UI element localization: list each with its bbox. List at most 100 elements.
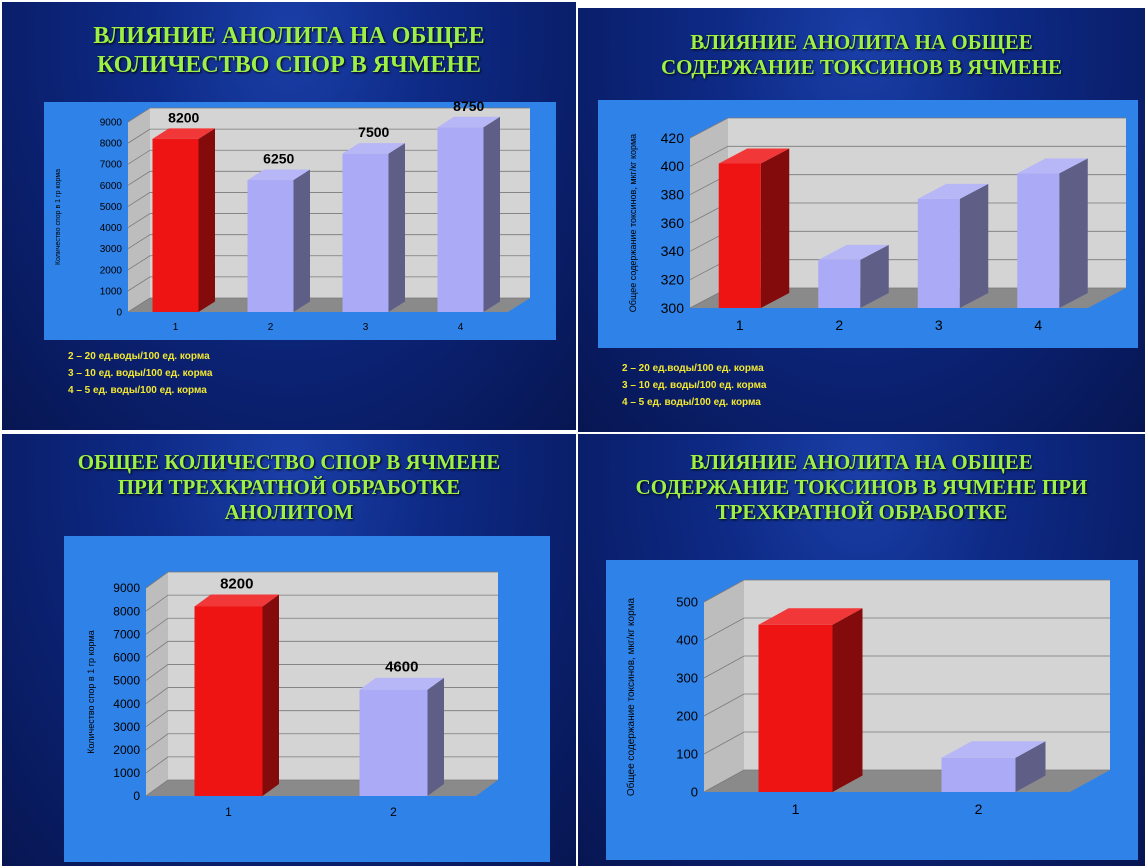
y-tick-label: 4000 (100, 223, 123, 234)
bar-side (388, 143, 405, 312)
y-tick-label: 2000 (100, 265, 123, 276)
gridline (689, 145, 1126, 167)
bar-side (860, 244, 889, 308)
y-tick-label: 8000 (100, 139, 123, 150)
bar-top (194, 594, 279, 607)
gridline (703, 731, 1110, 755)
bar-front (818, 259, 861, 308)
y-tick-label: 8000 (113, 604, 140, 618)
data-label: 6250 (263, 151, 294, 167)
legend: 2 – 20 ед.воды/100 ед. корма 3 – 10 ед. … (68, 348, 212, 399)
x-category-label: 1 (792, 801, 800, 817)
x-category-label: 2 (975, 801, 983, 817)
y-tick-label: 100 (676, 747, 698, 762)
y-tick-label: 6000 (113, 651, 140, 665)
gridline (127, 128, 530, 144)
x-category-label: 4 (458, 322, 464, 333)
bar-top (152, 128, 215, 139)
y-tick-label: 300 (661, 300, 685, 316)
gridline (703, 617, 1110, 641)
bar (359, 677, 444, 796)
x-category-label: 1 (225, 805, 232, 819)
floor (128, 298, 530, 312)
x-category-label: 2 (268, 322, 274, 333)
bar-front (342, 153, 389, 312)
x-category-label: 3 (935, 317, 943, 333)
y-tick-label: 2000 (113, 743, 140, 757)
slide-spores-triple-treatment: ОБЩЕЕ КОЛИЧЕСТВО СПОР В ЯЧМЕНЕ ПРИ ТРЕХК… (2, 434, 576, 866)
y-tick-label: 9000 (100, 118, 123, 129)
y-tick-label: 400 (676, 633, 698, 648)
gridline (145, 617, 498, 635)
y-tick-label: 1000 (113, 766, 140, 780)
slide-toxins-triple-treatment: ВЛИЯНИЕ АНОЛИТА НА ОБЩЕЕ СОДЕРЖАНИЕ ТОКС… (578, 434, 1145, 866)
y-tick-label: 3000 (113, 720, 140, 734)
bar-front (247, 180, 294, 312)
y-axis-label: Количество спор в 1 гр корма (86, 630, 96, 754)
bar-top (437, 116, 500, 128)
bar-front (941, 757, 1016, 792)
bar-front (437, 127, 484, 313)
y-tick-label: 5000 (113, 674, 140, 688)
gridline (703, 655, 1110, 679)
bar-top (342, 143, 405, 154)
y-tick-label: 7000 (100, 160, 123, 171)
y-tick-label: 5000 (100, 202, 123, 213)
floor (690, 288, 1126, 308)
y-tick-label: 500 (676, 595, 698, 610)
bar-side (262, 594, 279, 796)
y-axis-label: Общее содержание токсинов, мкг/кг корма (628, 134, 638, 312)
y-tick-label: 380 (661, 187, 685, 203)
bar (818, 244, 889, 308)
gridline (703, 579, 1110, 603)
x-category-label: 1 (173, 322, 179, 333)
data-label: 8200 (220, 575, 253, 592)
bar-chart-toxins-by-dose: 300 320 340 360 380 400 420 Общее содержание то… (628, 117, 1126, 333)
y-tick-label: 340 (661, 243, 685, 259)
x-category-label: 3 (363, 322, 369, 333)
slide-title: ВЛИЯНИЕ АНОЛИТА НА ОБЩЕЕ СОДЕРЖАНИЕ ТОКС… (660, 30, 1063, 80)
y-tick-label: 4000 (113, 697, 140, 711)
y-tick-label: 3000 (100, 244, 123, 255)
y-tick-label: 9000 (113, 581, 140, 595)
slide-title: ВЛИЯНИЕ АНОЛИТА НА ОБЩЕЕ СОДЕРЖАНИЕ ТОКС… (635, 450, 1088, 525)
bar-front (917, 198, 960, 308)
side-wall (128, 108, 150, 312)
legend-item: 4 – 5 ед. воды/100 ед. корма (68, 385, 207, 396)
gridline (145, 664, 498, 681)
slide-title: ОБЩЕЕ КОЛИЧЕСТВО СПОР В ЯЧМЕНЕ ПРИ ТРЕХК… (77, 450, 501, 525)
y-tick-label: 0 (691, 785, 698, 800)
legend-item: 3 – 10 ед. воды/100 ед. корма (622, 380, 767, 391)
bar-front (152, 138, 199, 312)
y-tick-label: 200 (676, 709, 698, 724)
bar-top (941, 741, 1046, 758)
bar-side (483, 116, 500, 313)
x-category-label: 4 (1034, 317, 1042, 333)
slide-spores-by-dose: ВЛИЯНИЕ АНОЛИТА НА ОБЩЕЕ КОЛИЧЕСТВО СПОР… (2, 2, 576, 430)
bar-side (293, 169, 310, 312)
bar-chart-spores-triple-treatment: 0 1000 2000 3000 4000 5000 6000 7000 8000 9000 Кол… (86, 571, 498, 819)
bar-side (1015, 741, 1046, 792)
gridline (689, 117, 1126, 139)
legend-item: 2 – 20 ед.воды/100 ед. корма (622, 363, 764, 374)
bar-top (359, 677, 444, 690)
bar (758, 608, 863, 792)
side-wall (146, 572, 168, 796)
data-label: 4600 (385, 659, 418, 676)
bar (1017, 158, 1088, 308)
bar (247, 169, 310, 312)
bar-top (247, 169, 310, 181)
y-tick-label: 6000 (100, 181, 123, 192)
legend-item: 3 – 10 ед. воды/100 ед. корма (68, 368, 213, 379)
y-tick-label: 320 (661, 272, 685, 288)
slide-toxins-by-dose: ВЛИЯНИЕ АНОЛИТА НА ОБЩЕЕ СОДЕРЖАНИЕ ТОКС… (578, 8, 1145, 432)
y-axis-label: Общее содержание токсинов, мкг/кг корма (625, 597, 637, 796)
x-category-label: 2 (390, 805, 397, 819)
bar-top (1017, 158, 1088, 174)
y-axis-label: Количество спор в 1 гр корма (55, 169, 62, 265)
bar-front (1017, 173, 1060, 308)
bar-side (427, 677, 444, 796)
legend-item: 2 – 20 ед.воды/100 ед. корма (68, 351, 210, 362)
bar-front (718, 163, 761, 308)
bar-front (359, 689, 428, 796)
